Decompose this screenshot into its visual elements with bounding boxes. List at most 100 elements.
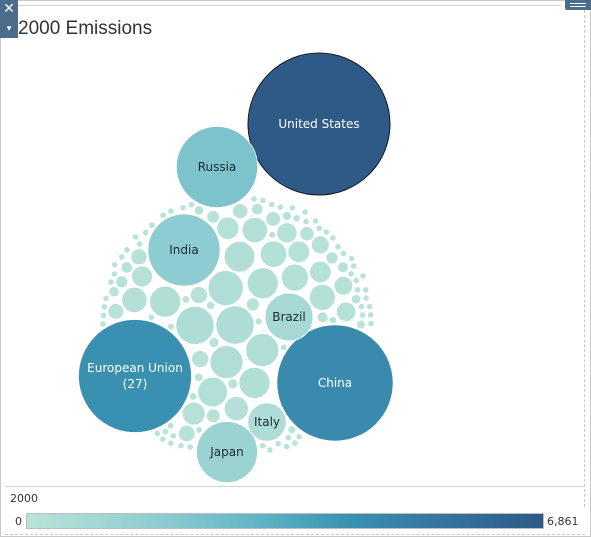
bubble-minor-91[interactable] (118, 253, 126, 261)
bubble-minor-15[interactable] (121, 286, 148, 314)
bubble-minor-83[interactable] (100, 303, 109, 311)
bubble-minor-16[interactable] (223, 396, 249, 422)
bubble-minor-57[interactable] (254, 317, 263, 326)
bubble-minor-75[interactable] (315, 224, 323, 232)
bubble-minor-114[interactable] (282, 442, 291, 451)
bubble-minor-119[interactable] (167, 439, 175, 447)
bubble-minor-34[interactable] (205, 408, 221, 424)
bubble-minor-4[interactable] (245, 333, 280, 367)
bubble-minor-77[interactable] (339, 250, 348, 258)
bubble-minor-28[interactable] (177, 424, 196, 443)
bubble-minor-74[interactable] (276, 203, 284, 211)
bubble-minor-81[interactable] (99, 320, 107, 328)
bubble-minor-35[interactable] (245, 297, 260, 312)
bubble-minor-70[interactable] (352, 276, 360, 284)
bubble-minor-8[interactable] (149, 285, 182, 318)
bubble-minor-19[interactable] (287, 240, 311, 264)
bubble-minor-20[interactable] (309, 260, 332, 284)
bubble-minor-85[interactable] (107, 278, 115, 286)
bubble-minor-95[interactable] (187, 201, 196, 209)
bubble-minor-99[interactable] (329, 234, 337, 242)
bubble-japan[interactable] (196, 421, 258, 483)
bubble-minor-67[interactable] (357, 302, 366, 311)
bubble-minor-54[interactable] (188, 392, 198, 401)
bubble-minor-10[interactable] (197, 376, 228, 408)
bubble-minor-71[interactable] (284, 434, 292, 442)
menu-icon[interactable] (565, 0, 591, 10)
bubble-minor-100[interactable] (266, 446, 274, 454)
bubble-minor-113[interactable] (291, 439, 299, 447)
bubble-minor-5[interactable] (209, 345, 244, 379)
bubble-minor-32[interactable] (265, 211, 281, 227)
bubble-minor-56[interactable] (328, 316, 337, 325)
bubble-minor-18[interactable] (216, 216, 240, 240)
bubble-minor-79[interactable] (169, 432, 177, 440)
bubble-minor-76[interactable] (334, 243, 342, 251)
bubble-minor-102[interactable] (111, 261, 119, 269)
bubble-minor-103[interactable] (131, 233, 139, 241)
bubble-minor-30[interactable] (107, 303, 125, 320)
bubble-minor-118[interactable] (359, 272, 367, 280)
dropdown-icon[interactable]: ▾ (0, 20, 18, 38)
bubble-european-union-27[interactable] (78, 319, 192, 433)
bubble-minor-39[interactable] (120, 261, 133, 274)
bubble-minor-108[interactable] (347, 254, 356, 263)
bubble-minor-104[interactable] (159, 211, 167, 219)
bubble-minor-89[interactable] (362, 294, 370, 302)
bubble-minor-11[interactable] (280, 263, 309, 292)
bubble-minor-87[interactable] (142, 229, 150, 237)
bubble-minor-48[interactable] (281, 210, 292, 221)
bubble-minor-115[interactable] (177, 442, 185, 450)
bubble-minor-62[interactable] (147, 313, 155, 321)
bubble-italy[interactable] (247, 402, 287, 442)
bubble-russia[interactable] (175, 125, 259, 209)
bubble-minor-51[interactable] (206, 300, 216, 310)
bubble-minor-59[interactable] (268, 231, 276, 239)
bubble-minor-29[interactable] (130, 248, 148, 266)
bubble-minor-2[interactable] (175, 305, 215, 345)
bubble-minor-13[interactable] (308, 283, 336, 311)
bubble-minor-44[interactable] (208, 337, 220, 348)
bubble-minor-41[interactable] (316, 311, 329, 324)
bubble-minor-60[interactable] (195, 426, 203, 434)
bubble-minor-50[interactable] (193, 372, 204, 382)
bubble-minor-107[interactable] (311, 217, 320, 225)
bubble-minor-47[interactable] (193, 205, 205, 216)
bubble-minor-68[interactable] (358, 311, 367, 319)
bubble-minor-26[interactable] (189, 286, 208, 304)
bubble-minor-7[interactable] (238, 366, 271, 399)
bubble-minor-80[interactable] (161, 427, 169, 436)
bubble-minor-46[interactable] (350, 294, 362, 305)
bubble-minor-33[interactable] (299, 226, 315, 242)
bubble-minor-31[interactable] (232, 203, 249, 220)
bubble-minor-23[interactable] (335, 301, 357, 322)
bubble-minor-117[interactable] (301, 208, 309, 216)
bubble-india[interactable] (147, 213, 221, 287)
bubble-minor-1[interactable] (215, 305, 255, 345)
bubble-minor-22[interactable] (276, 222, 298, 244)
bubble-united-states[interactable] (247, 52, 391, 196)
bubble-minor-84[interactable] (102, 294, 110, 302)
bubble-minor-9[interactable] (223, 240, 256, 273)
close-icon[interactable]: ✕ (0, 0, 18, 20)
bubble-minor-17[interactable] (181, 401, 206, 426)
bubble-minor-82[interactable] (99, 311, 108, 319)
bubble-minor-24[interactable] (333, 276, 354, 296)
bubble-minor-43[interactable] (108, 286, 120, 298)
bubble-minor-55[interactable] (292, 214, 301, 223)
bubble-brazil[interactable] (264, 292, 314, 342)
bubble-minor-52[interactable] (287, 425, 297, 435)
bubble-minor-38[interactable] (115, 275, 129, 289)
bubble-minor-120[interactable] (159, 435, 167, 443)
bubble-minor-58[interactable] (167, 322, 175, 331)
bubble-minor-111[interactable] (366, 311, 375, 319)
bubble-minor-112[interactable] (367, 319, 375, 328)
bubble-minor-65[interactable] (347, 270, 355, 278)
bubble-minor-66[interactable] (353, 286, 362, 294)
bubble-minor-93[interactable] (148, 221, 156, 229)
bubble-minor-90[interactable] (295, 433, 303, 441)
bubble-minor-105[interactable] (167, 207, 175, 215)
bubble-minor-36[interactable] (206, 210, 220, 224)
bubble-minor-97[interactable] (259, 196, 267, 205)
bubble-minor-37[interactable] (325, 251, 339, 265)
